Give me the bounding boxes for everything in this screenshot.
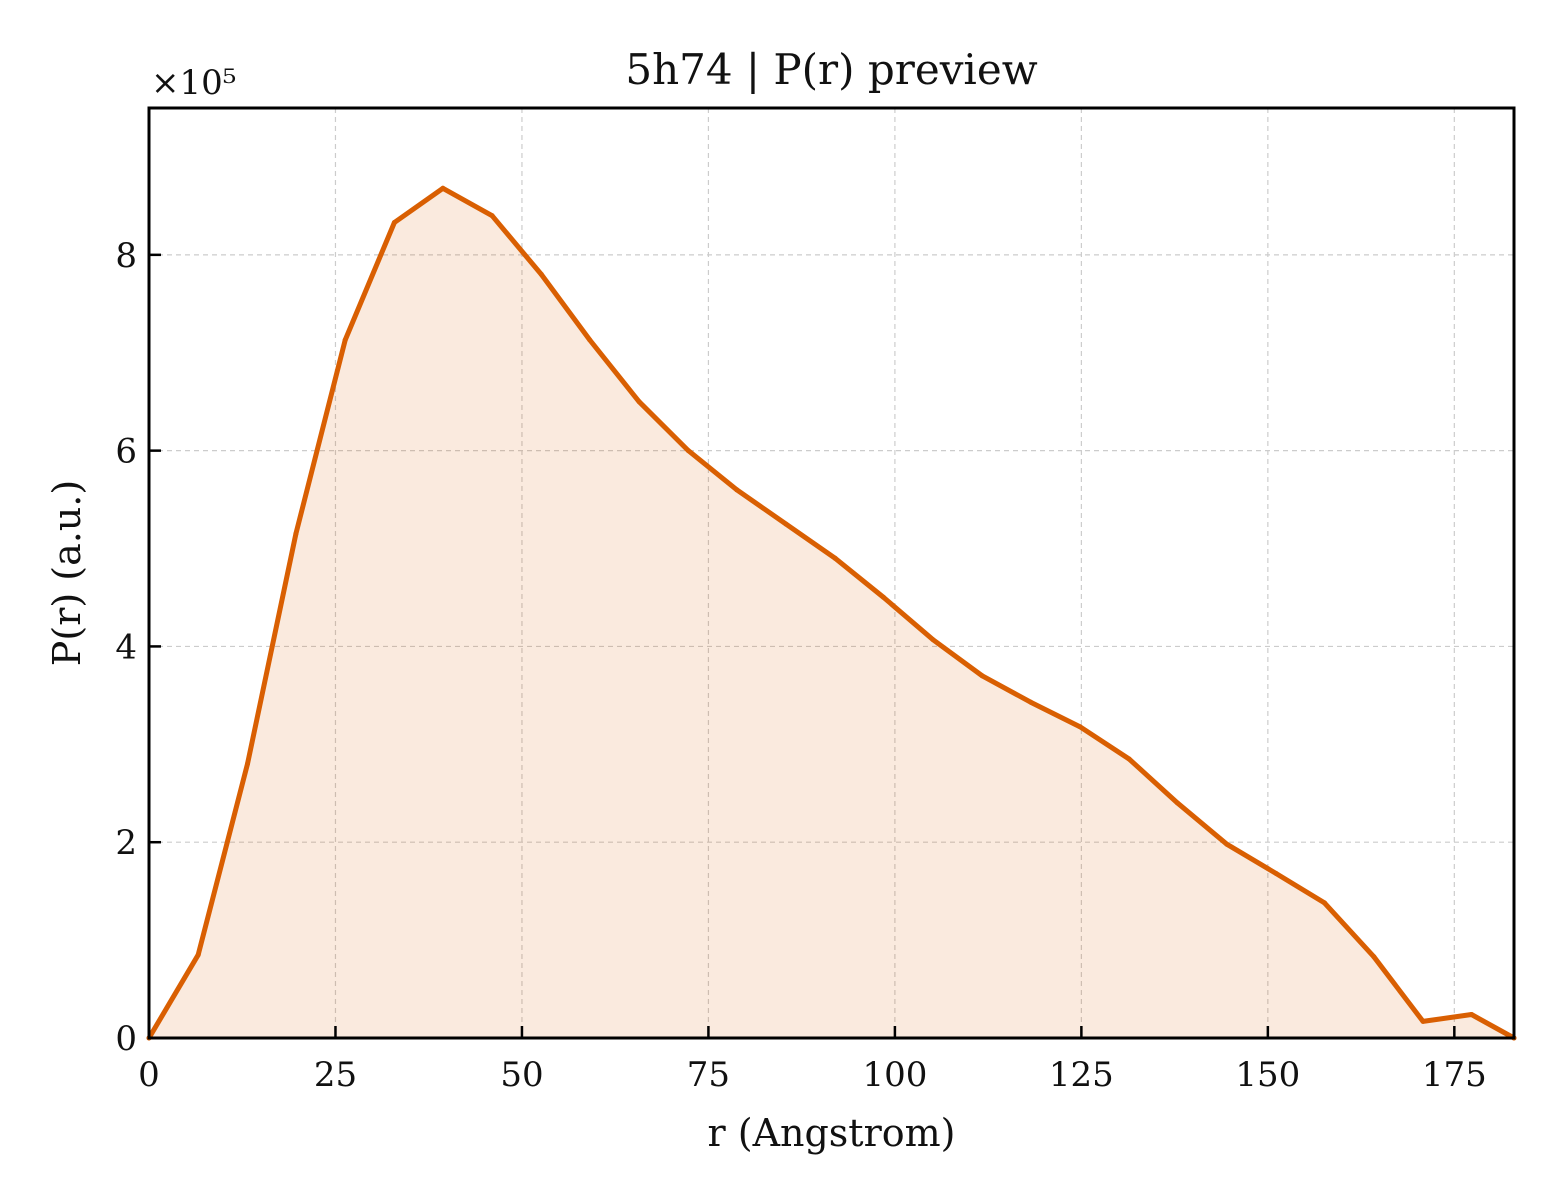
x-tick-label: 150 [1235,1055,1300,1095]
x-axis-label: r (Angstrom) [708,1111,956,1155]
pr-data-point [195,952,201,958]
pr-data-point [1273,871,1279,876]
pr-data-point [1420,1018,1426,1024]
pr-data-point [1175,800,1181,806]
x-tick-label: 50 [500,1055,543,1095]
y-tick-label: 4 [115,627,137,667]
pr-data-point [881,595,887,600]
pr-data-point [440,185,446,191]
pr-data-point [538,271,544,277]
pr-data-point [293,531,299,537]
pr-area-fill [149,188,1514,1039]
x-tick-label: 0 [138,1055,160,1095]
pr-data-point [1028,699,1034,705]
pr-data-point [587,337,593,343]
y-tick-label: 8 [115,236,137,276]
y-tick-label: 6 [115,432,137,472]
pr-data-point [1224,841,1230,847]
x-tick-label: 100 [862,1055,927,1095]
x-tick-label: 125 [1049,1055,1114,1095]
x-tick-label: 75 [687,1055,730,1095]
pr-data-point [245,761,250,767]
ticks: 0 25 50 75 100 125 150 175 0 2 4 6 8 [115,236,1486,1095]
pr-data-point [1322,900,1327,906]
pr-data-point [636,399,642,405]
pr-data-point [930,637,936,643]
pr-data-point [1126,756,1132,762]
x-tick-label: 25 [314,1055,357,1095]
series-layer [146,185,1517,1041]
grid [149,108,1514,1038]
plot-frame [147,106,1516,1040]
pr-data-point [979,673,985,679]
pr-data-point [783,521,789,527]
chart-title: 5h74 | P(r) preview [625,45,1037,94]
pr-data-point [1371,954,1377,960]
pr-data-point [489,213,495,219]
pr-data-point [685,448,691,454]
pr-data-point [342,337,348,343]
y-tick-label: 0 [115,1019,137,1059]
pr-data-point [1077,724,1083,730]
y-tick-label: 2 [115,823,137,863]
pr-data-point [1469,1012,1474,1017]
pr-data-point [832,555,838,561]
pr-data-point [391,220,397,225]
y-axis-label: P(r) (a.u.) [45,480,89,666]
x-tick-label: 175 [1422,1055,1487,1095]
pr-data-point [734,487,740,493]
y-axis-multiplier: ×10⁵ [151,63,236,103]
